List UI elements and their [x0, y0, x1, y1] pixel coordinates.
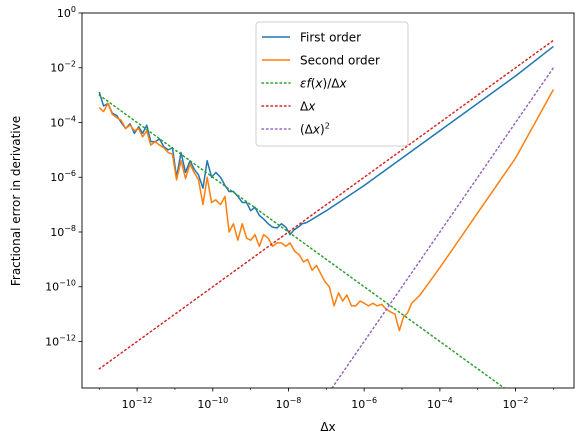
x-axis-label: Δx	[320, 420, 335, 434]
series-line-1	[98, 45, 554, 236]
y-tick-label: 10−8	[50, 224, 76, 239]
legend-label: Second order	[300, 54, 380, 68]
legend-label: εf(x)/Δx	[300, 77, 347, 91]
legend-label: (Δx)2	[300, 122, 330, 137]
y-tick-label: 10−4	[50, 114, 76, 129]
x-tick-label: 10−10	[197, 396, 228, 411]
y-tick-label: 10−6	[50, 169, 76, 184]
legend-label: First order	[300, 31, 361, 45]
legend: First order Second order εf(x)/Δx Δx (Δx)2	[255, 21, 409, 147]
x-axis: 10−12 10−10 10−8 10−6 10−4 10−2	[98, 388, 554, 411]
y-axis-label: Fractional error in derivative	[9, 116, 23, 286]
y-tick-label: 10−2	[50, 60, 76, 75]
x-tick-label: 10−2	[503, 396, 529, 411]
x-tick-label: 10−6	[351, 396, 377, 411]
y-tick-label: 100	[57, 5, 76, 20]
legend-label: Δx	[300, 100, 316, 114]
x-tick-label: 10−4	[427, 396, 453, 411]
legend-box	[255, 21, 409, 147]
series-layer	[98, 39, 555, 388]
y-axis: 10−12 10−10 10−8 10−6 10−4 10−2 100	[45, 5, 82, 348]
series-line-4	[98, 39, 555, 370]
y-tick-label: 10−10	[45, 279, 76, 294]
x-tick-label: 10−8	[276, 396, 302, 411]
plot-frame	[81, 12, 575, 389]
y-tick-label: 10−12	[45, 333, 76, 348]
series-line-3	[98, 94, 506, 388]
x-tick-label: 10−12	[122, 396, 153, 411]
series-line-5	[331, 67, 555, 388]
series-line-2	[98, 89, 555, 332]
